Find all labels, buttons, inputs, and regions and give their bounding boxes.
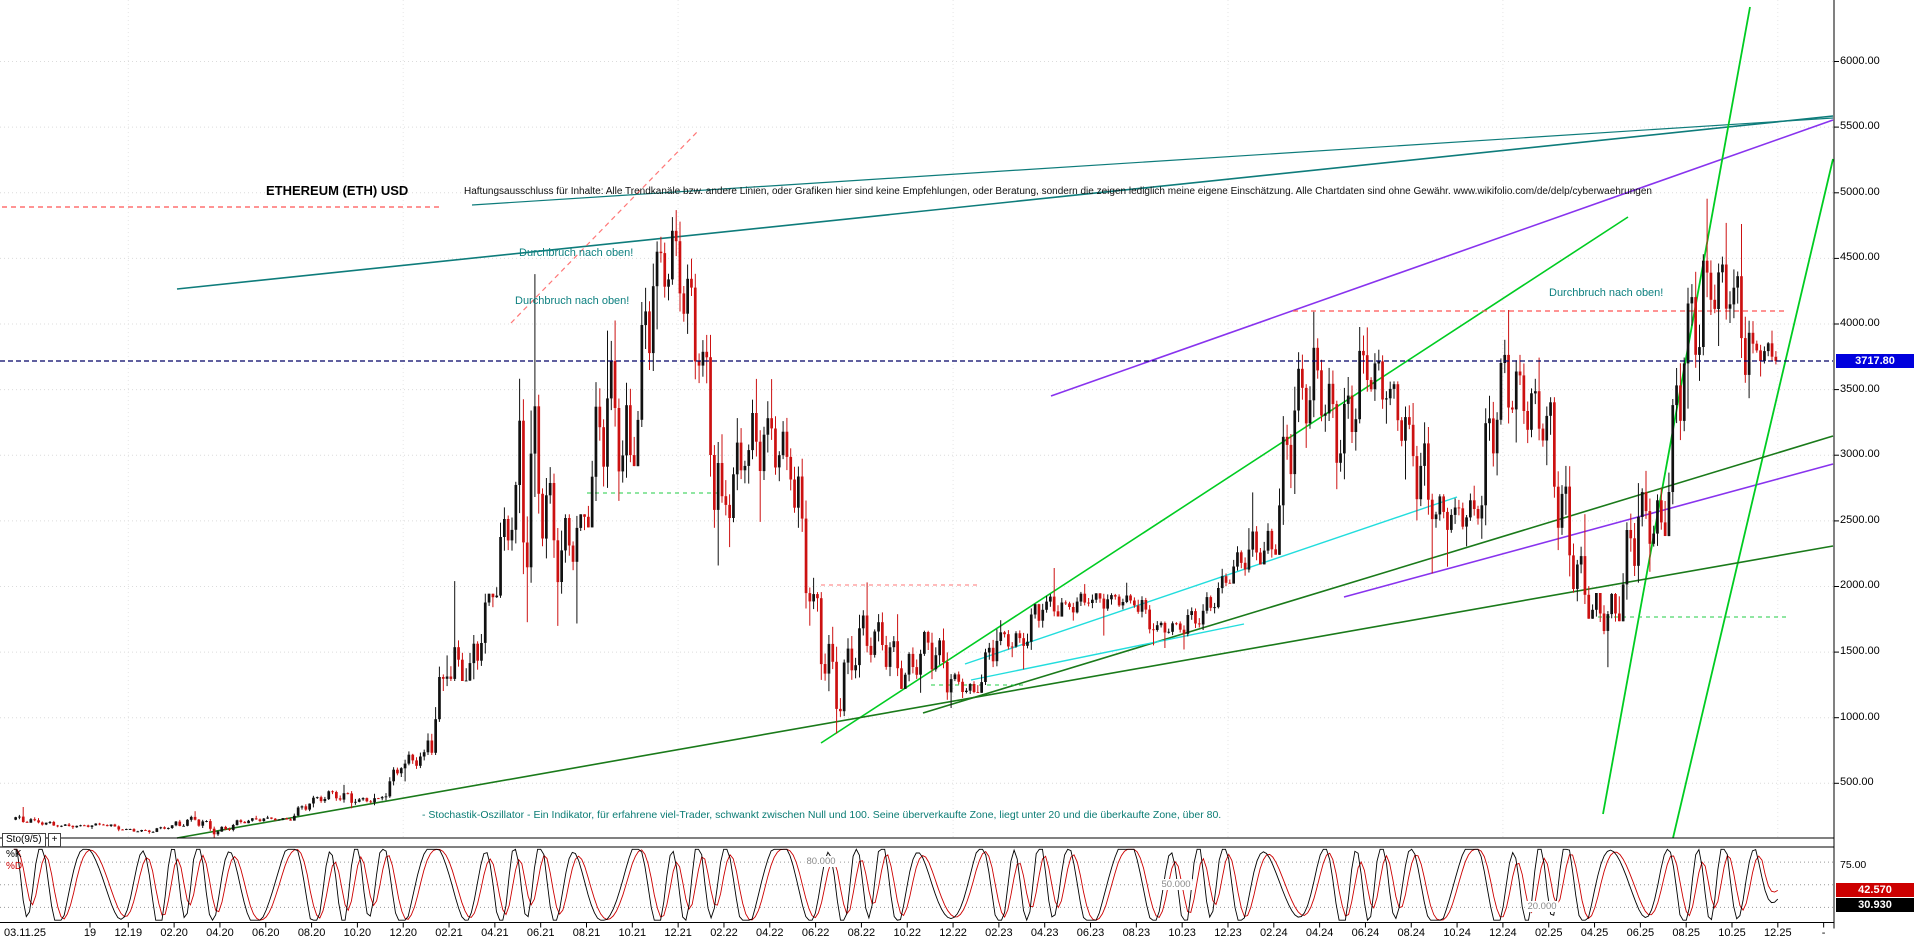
time-axis-label: 06.20	[251, 927, 280, 939]
breakout-annotation: Durchbruch nach oben!	[515, 295, 630, 307]
time-axis-label: 04.21	[481, 927, 509, 939]
time-axis-label: 02.23	[985, 927, 1013, 939]
time-axis-label: 12.22	[939, 927, 967, 939]
breakout-annotation: Durchbruch nach oben!	[519, 247, 634, 259]
stochastic-axis-label: 75.00	[1840, 859, 1867, 872]
stochastic-header: Sto(9/5) +	[2, 833, 62, 847]
price-axis-label: 500.00	[1840, 776, 1874, 789]
time-axis-label: 08.25	[1672, 927, 1700, 939]
time-axis-label: 06.22	[801, 927, 830, 939]
time-axis-label: 19	[83, 927, 97, 939]
time-axis-label: 12.23	[1214, 927, 1242, 939]
price-axis-label: 1500.00	[1840, 645, 1880, 658]
time-axis-label: 12.25	[1764, 927, 1792, 939]
stochastic-description: - Stochastik-Oszillator - Ein Indikator,…	[422, 809, 1222, 821]
current-price-badge: 3717.80	[1836, 354, 1914, 369]
time-axis-label: 06.25	[1626, 927, 1655, 939]
time-axis-label: 08.21	[572, 927, 601, 939]
trendline-green-steep-b	[1672, 158, 1834, 839]
time-ticks	[89, 922, 1825, 928]
time-axis-label: 06.23	[1076, 927, 1105, 939]
price-axis-label: 4500.00	[1840, 251, 1880, 264]
time-axis-label: 10.22	[893, 927, 921, 939]
price-axis-label: 3000.00	[1840, 448, 1880, 461]
time-axis-label: 08.20	[297, 927, 326, 939]
time-axis-label: 10.25	[1718, 927, 1746, 939]
time-axis-label: 12.19	[114, 927, 143, 939]
time-axis-label: 02.22	[710, 927, 738, 939]
stochastic-level-label: 80.000	[804, 856, 838, 868]
trendline-teal-channel-inner	[471, 117, 1834, 206]
time-axis-label: -	[1821, 927, 1826, 939]
time-axis-label: 02.25	[1534, 927, 1563, 939]
price-axis-label: 5000.00	[1840, 185, 1880, 198]
candlestick-series	[14, 198, 1778, 838]
stochastic-d-line	[13, 848, 1779, 921]
stochastic-add-button[interactable]: +	[47, 833, 62, 847]
time-axis-label: 10.21	[618, 927, 647, 939]
price-axis-label: 5500.00	[1840, 120, 1880, 133]
price-axis-label: 2000.00	[1840, 579, 1880, 592]
trend-lines	[2, 6, 1834, 839]
stochastic-level-label: 50.000	[1159, 878, 1193, 890]
time-axis-label: 04.24	[1305, 927, 1334, 939]
price-axis-label: 6000.00	[1840, 54, 1880, 67]
stochastic-k-label: %K	[6, 849, 22, 860]
price-axis-label: 4000.00	[1840, 317, 1880, 329]
time-axis-label: 08.24	[1397, 927, 1426, 939]
stochastic-d-value-badge: 42.570	[1836, 883, 1914, 898]
disclaimer-text: Haftungsausschluss für Inhalte: Alle Tre…	[464, 186, 1652, 197]
price-axis-label: 3500.00	[1840, 382, 1880, 395]
time-axis-label: 04.23	[1030, 927, 1059, 939]
time-axis-label: 03.11.25	[4, 927, 47, 939]
trendline-cyan-trend-b	[970, 623, 1245, 681]
time-axis-label: 08.23	[1122, 927, 1151, 939]
time-axis-label: 04.25	[1580, 927, 1609, 939]
stochastic-d-label: %D	[6, 861, 23, 872]
time-axis-label: 06.24	[1351, 927, 1380, 939]
time-axis-label: 12.24	[1489, 927, 1517, 939]
time-axis-label: 02.21	[435, 927, 463, 939]
breakout-annotation: Durchbruch nach oben!	[1549, 287, 1664, 299]
price-axis-label: 1000.00	[1840, 710, 1880, 723]
trendline-darkgreen-longterm-support	[176, 545, 1834, 839]
price-axis-label: 2500.00	[1840, 513, 1880, 526]
stochastic-k-line	[13, 848, 1779, 922]
trendline-darkgreen-mid-support	[922, 435, 1834, 714]
stochastic-pane	[0, 0, 1835, 929]
time-axis-label: 04.20	[206, 927, 234, 939]
stochastic-level-label: 20.000	[1525, 901, 1559, 913]
trendline-violet-resistance-upper	[1050, 119, 1834, 397]
time-axis-label: 12.21	[664, 927, 692, 939]
time-axis-label: 02.24	[1260, 927, 1288, 939]
time-axis-label: 06.21	[526, 927, 555, 939]
time-axis-label: 08.22	[847, 927, 876, 939]
trendline-teal-channel-upper	[176, 115, 1834, 290]
time-axis-label: 10.23	[1168, 927, 1196, 939]
gridlines	[0, 0, 1839, 838]
time-axis-label: 10.20	[343, 927, 372, 939]
time-axis-label: 10.24	[1443, 927, 1471, 939]
chart-title: ETHEREUM (ETH) USD	[266, 183, 409, 198]
stochastic-k-value-badge: 30.930	[1836, 897, 1914, 912]
trendline-cyan-trend-a	[964, 496, 1458, 665]
time-axis-label: 02.20	[160, 927, 188, 939]
stochastic-indicator-button[interactable]: Sto(9/5)	[2, 833, 46, 847]
time-axis-label: 12.20	[389, 927, 417, 939]
trendline-violet-support-lower	[1343, 463, 1834, 598]
trendline-green-uptrend-2022	[820, 216, 1629, 744]
time-axis-label: 04.22	[756, 927, 784, 939]
